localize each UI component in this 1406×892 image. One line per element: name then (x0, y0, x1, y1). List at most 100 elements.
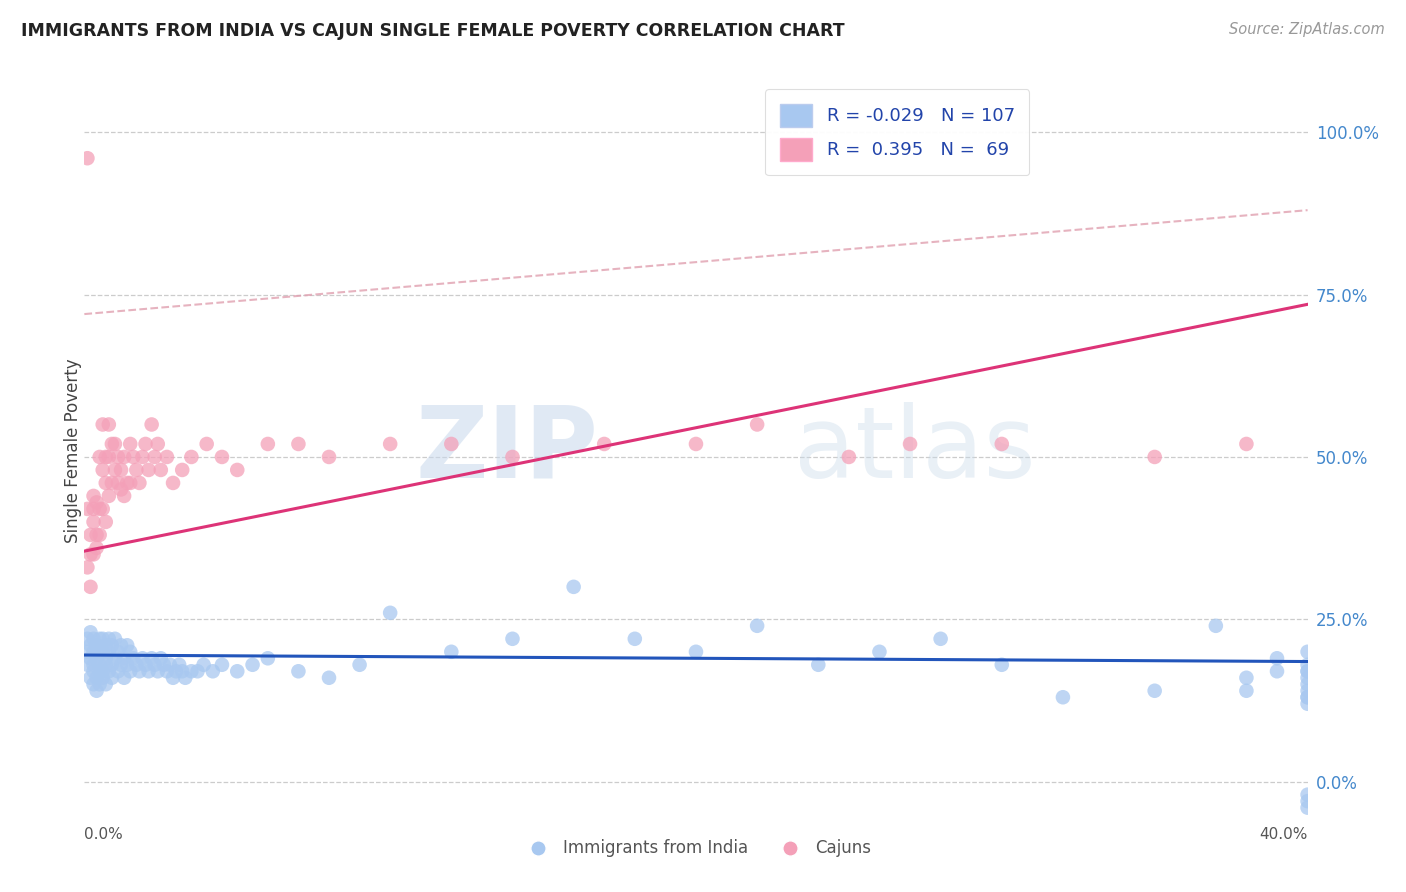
Point (112, 671, 135, 685)
Point (97, 645, 120, 659)
Point (83, 677, 105, 691)
Point (83, 665, 105, 679)
Point (86, 671, 108, 685)
Point (226, 463, 249, 477)
Point (257, 437, 280, 451)
Point (89, 677, 111, 691)
Point (180, 450, 202, 464)
Point (115, 475, 138, 490)
Point (131, 651, 153, 665)
Point (120, 665, 142, 679)
Point (79, 651, 101, 665)
Point (624, 632, 647, 646)
Point (104, 437, 127, 451)
Point (1296, 800, 1319, 814)
Point (440, 645, 463, 659)
Point (94, 677, 117, 691)
Point (143, 450, 166, 464)
Point (138, 463, 160, 477)
Point (747, 619, 769, 633)
Point (107, 450, 129, 464)
Point (94, 450, 117, 464)
Point (107, 665, 129, 679)
Text: atlas: atlas (794, 402, 1035, 499)
Point (380, 606, 402, 620)
Point (141, 651, 163, 665)
Point (94, 515, 117, 529)
Point (76, 645, 98, 659)
Point (149, 651, 172, 665)
Point (593, 437, 616, 451)
Point (1296, 794, 1319, 808)
Point (1052, 690, 1074, 705)
Point (89, 528, 111, 542)
Point (349, 657, 371, 672)
Point (562, 580, 585, 594)
Point (1143, 683, 1166, 698)
Point (115, 657, 138, 672)
Point (1296, 683, 1319, 698)
Point (112, 489, 135, 503)
Point (991, 657, 1014, 672)
Point (94, 638, 117, 652)
Point (112, 651, 135, 665)
Point (104, 463, 127, 477)
Point (318, 671, 340, 685)
Point (94, 475, 117, 490)
Point (122, 651, 145, 665)
Point (86, 651, 108, 665)
Point (287, 437, 309, 451)
Point (101, 638, 124, 652)
Point (156, 665, 179, 679)
Point (1296, 671, 1319, 685)
Point (89, 632, 111, 646)
Point (86, 528, 108, 542)
Point (440, 437, 463, 451)
Text: 40.0%: 40.0% (1260, 827, 1308, 842)
Point (156, 450, 179, 464)
Point (89, 657, 111, 672)
Point (86, 638, 108, 652)
Point (89, 645, 111, 659)
Point (110, 463, 132, 477)
Point (1205, 619, 1227, 633)
Point (1236, 671, 1258, 685)
Point (1296, 690, 1319, 705)
Point (172, 665, 194, 679)
Point (242, 657, 264, 672)
Point (79, 625, 101, 640)
Point (929, 632, 952, 646)
Point (287, 665, 309, 679)
Point (115, 638, 138, 652)
Point (79, 580, 101, 594)
Point (112, 450, 135, 464)
Point (86, 495, 108, 509)
Point (89, 665, 111, 679)
Point (162, 671, 184, 685)
Point (104, 632, 127, 646)
Text: 0.0%: 0.0% (84, 827, 124, 842)
Point (120, 475, 142, 490)
Point (76, 502, 98, 516)
Point (1143, 450, 1166, 464)
Point (146, 437, 169, 451)
Point (153, 657, 176, 672)
Point (186, 665, 208, 679)
Point (83, 515, 105, 529)
Point (94, 657, 117, 672)
Point (1296, 690, 1319, 705)
Point (97, 665, 120, 679)
Point (76, 632, 98, 646)
Point (1296, 788, 1319, 802)
Point (110, 483, 132, 497)
Point (138, 665, 160, 679)
Point (141, 417, 163, 432)
Point (110, 638, 132, 652)
Point (1236, 683, 1258, 698)
Point (91, 632, 114, 646)
Point (135, 657, 157, 672)
Point (1296, 665, 1319, 679)
Legend: Immigrants from India, Cajuns: Immigrants from India, Cajuns (515, 833, 877, 864)
Point (91, 502, 114, 516)
Point (131, 450, 153, 464)
